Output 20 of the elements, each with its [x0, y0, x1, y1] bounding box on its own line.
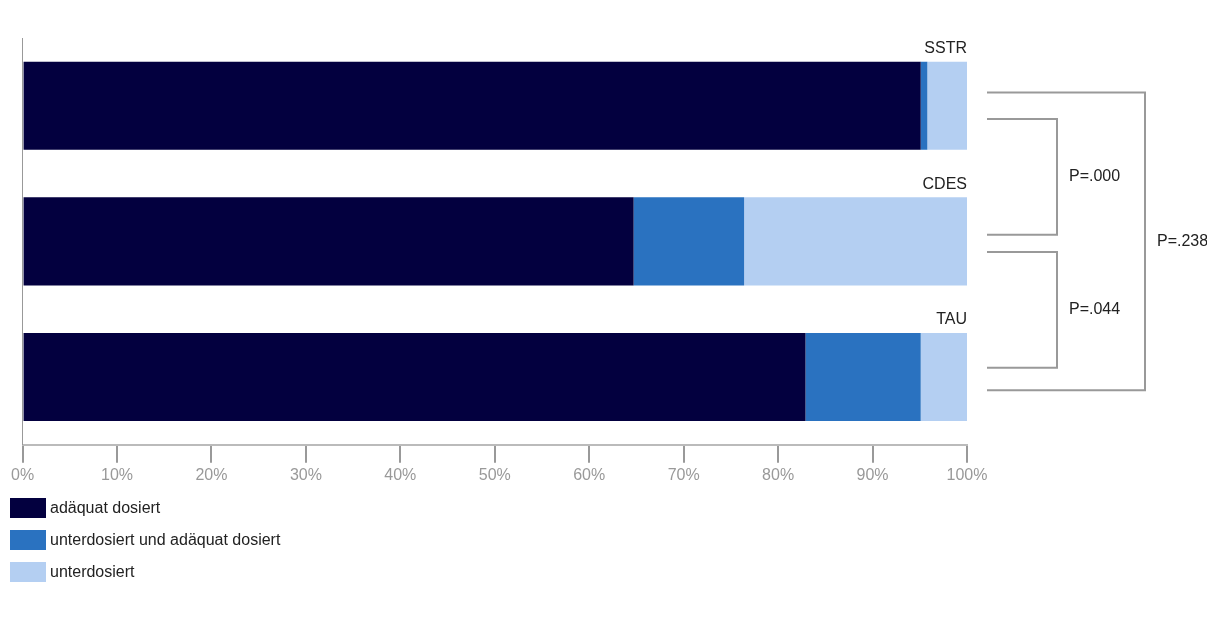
text: P=.044	[1069, 300, 1121, 318]
legend-label: adäquat dosiert	[50, 499, 161, 517]
x-tick-label: 20%	[195, 465, 228, 483]
y-tick-label: TAU	[936, 310, 967, 328]
x-tick-label: 30%	[289, 465, 322, 483]
x-tick-label: 10%	[100, 465, 134, 483]
text: P=.238	[1157, 231, 1209, 249]
text: P=.000	[1069, 167, 1121, 185]
x-tick-label: 70%	[667, 465, 700, 483]
x-tick-label: 0%	[11, 465, 35, 483]
x-tick-label: 60%	[573, 465, 606, 483]
x-tick-label: 40%	[384, 465, 417, 483]
legend-label: unterdosiert und adäquat dosiert	[50, 531, 281, 549]
y-tick-label: CDES	[922, 174, 967, 192]
legend-label: unterdosiert	[50, 563, 135, 581]
x-tick-label: 50%	[478, 465, 511, 483]
x-tick-label: 90%	[856, 465, 889, 483]
x-tick-label: 80%	[762, 465, 795, 483]
y-tick-label: SSTR	[924, 39, 967, 57]
x-tick-label: 100%	[946, 465, 988, 483]
